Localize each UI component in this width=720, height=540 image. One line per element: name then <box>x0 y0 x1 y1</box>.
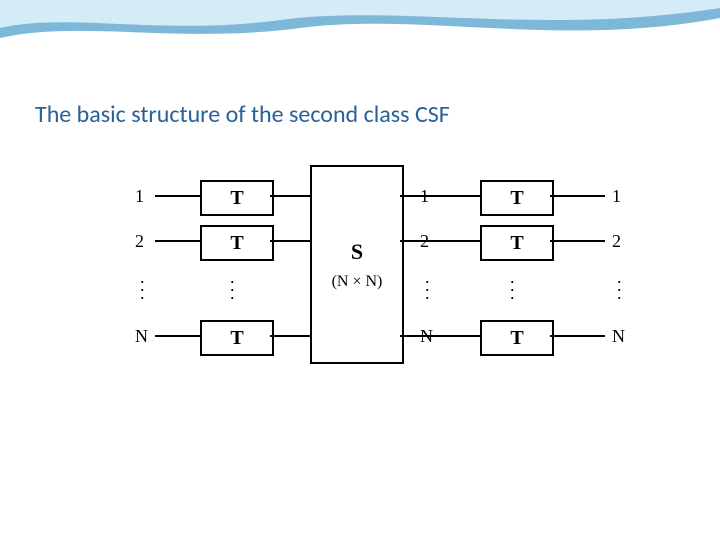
label-mid-0: 1 <box>420 186 429 207</box>
label-right-2: N <box>612 326 625 347</box>
wave-inner <box>0 0 720 28</box>
label-right-1: 2 <box>612 231 621 252</box>
wire-out-right-2 <box>550 335 605 337</box>
t-box-left-1: T <box>200 225 274 261</box>
label-left-1: 2 <box>135 231 144 252</box>
wire-s-to-right-1 <box>400 240 480 242</box>
wave-header <box>0 0 720 80</box>
t-box-right-0: T <box>480 180 554 216</box>
label-mid-1: 2 <box>420 231 429 252</box>
wire-in-left-0 <box>155 195 200 197</box>
label-left-2: N <box>135 326 148 347</box>
wire-s-to-right-2 <box>400 335 480 337</box>
wire-left-to-s-2 <box>270 335 310 337</box>
label-left-0: 1 <box>135 186 144 207</box>
t-box-left-2: T <box>200 320 274 356</box>
dots-left: ... <box>140 273 145 297</box>
t-box-left-0: T <box>200 180 274 216</box>
label-mid-2: N <box>420 326 433 347</box>
wire-out-right-1 <box>550 240 605 242</box>
wire-in-left-2 <box>155 335 200 337</box>
dots-leftbox: ... <box>230 273 235 297</box>
label-right-0: 1 <box>612 186 621 207</box>
wire-out-right-0 <box>550 195 605 197</box>
wire-s-to-right-0 <box>400 195 480 197</box>
t-box-right-2: T <box>480 320 554 356</box>
s-box: S(N × N) <box>310 165 404 364</box>
dots-mid: ... <box>425 273 430 297</box>
wave-outer <box>0 0 720 38</box>
t-box-right-1: T <box>480 225 554 261</box>
wire-left-to-s-1 <box>270 240 310 242</box>
dots-right: ... <box>617 273 622 297</box>
wire-left-to-s-0 <box>270 195 310 197</box>
wire-in-left-1 <box>155 240 200 242</box>
dots-rightbox: ... <box>510 273 515 297</box>
page-title: The basic structure of the second class … <box>35 100 450 129</box>
